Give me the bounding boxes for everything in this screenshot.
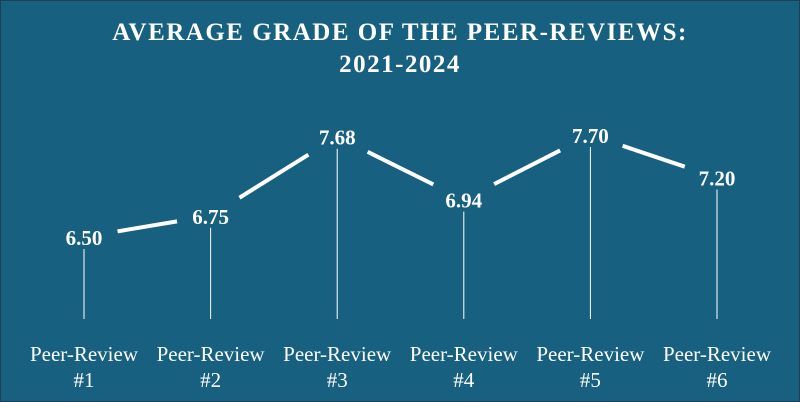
line-segment-1: [117, 219, 178, 234]
line-segment-2: [238, 153, 310, 200]
x-tick-label-4-line-2: #4: [453, 368, 475, 392]
data-label-3: 7.68: [319, 126, 356, 150]
x-tick-label-5-line-2: #5: [579, 368, 601, 392]
data-label-6: 7.20: [699, 167, 736, 191]
data-label-5: 7.70: [572, 124, 609, 148]
x-tick-label-6-line-1: Peer-Review: [662, 342, 772, 366]
x-tick-label-1-line-1: Peer-Review: [29, 342, 139, 366]
x-tick-label-1: Peer-Review #1: [19, 341, 149, 393]
x-tick-label-1-line-2: #1: [73, 368, 95, 392]
chart-title: AVERAGE GRADE OF THE PEER-REVIEWS: 2021-…: [1, 17, 799, 81]
x-tick-label-3-line-2: #3: [326, 368, 348, 392]
x-tick-label-5: Peer-Review #5: [525, 341, 655, 393]
line-segment-4: [493, 148, 562, 186]
data-label-2: 6.75: [192, 205, 229, 229]
data-label-1: 6.50: [66, 226, 103, 250]
x-tick-label-4: Peer-Review #4: [399, 341, 529, 393]
x-tick-label-5-line-1: Peer-Review: [536, 342, 645, 366]
x-tick-label-3: Peer-Review #3: [272, 341, 402, 393]
line-segment-5: [621, 143, 686, 169]
data-label-4: 6.94: [445, 189, 482, 213]
x-tick-label-2: Peer-Review #2: [146, 341, 276, 393]
chart-title-line-2: 2021-2024: [339, 51, 461, 78]
x-tick-label-3-line-1: Peer-Review: [283, 342, 392, 366]
x-tick-label-2-line-2: #2: [200, 368, 222, 392]
x-tick-label-6: Peer-Review #6: [652, 341, 782, 393]
x-tick-label-4-line-1: Peer-Review: [409, 342, 518, 366]
x-tick-label-6-line-2: #6: [706, 368, 728, 392]
x-tick-label-2-line-1: Peer-Review: [156, 342, 265, 366]
line-segment-3: [366, 150, 435, 187]
chart-title-line-1: AVERAGE GRADE OF THE PEER-REVIEWS:: [112, 19, 688, 46]
